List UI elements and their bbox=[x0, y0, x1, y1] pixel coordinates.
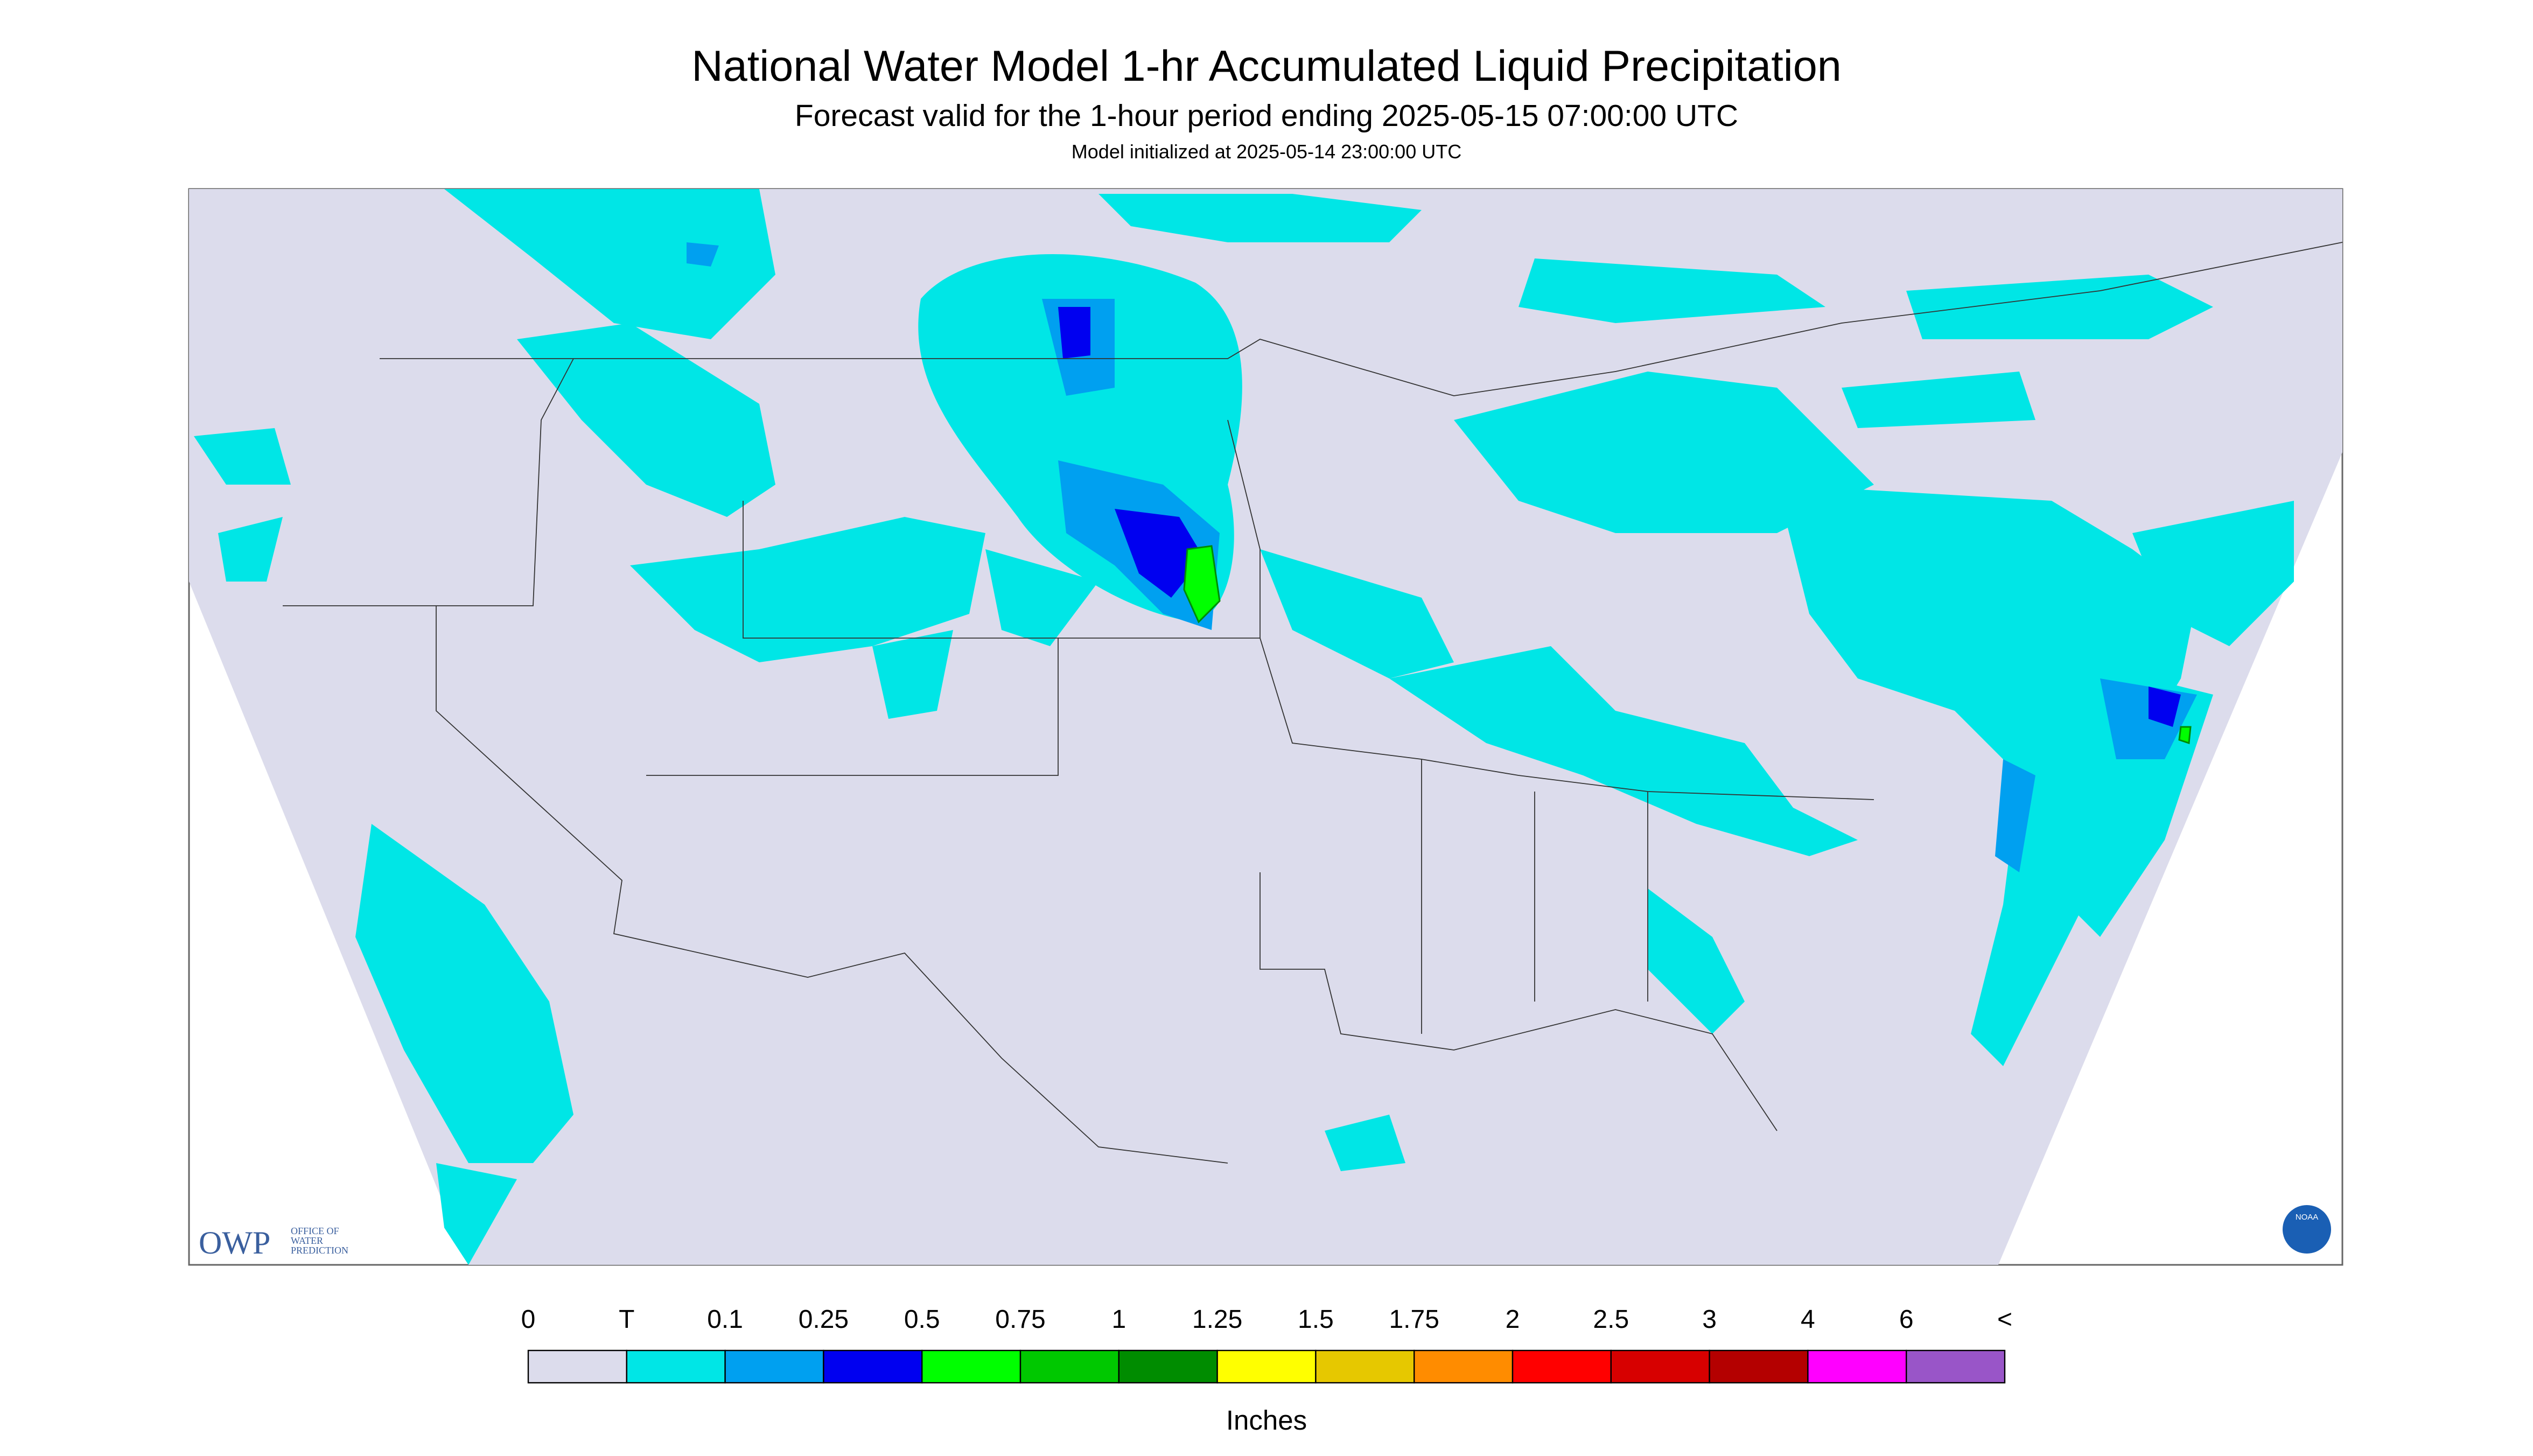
legend-swatch bbox=[1709, 1349, 1809, 1384]
title: National Water Model 1-hr Accumulated Li… bbox=[691, 42, 1842, 90]
legend-unit: Inches bbox=[1226, 1405, 1307, 1436]
boundaries bbox=[283, 242, 2343, 1164]
owp-logo-line: PREDICTION bbox=[291, 1245, 348, 1256]
legend-label: 2.5 bbox=[1593, 1305, 1629, 1334]
legend-swatch bbox=[527, 1349, 628, 1384]
owp-logo-line: OFFICE OF bbox=[291, 1226, 339, 1236]
legend-swatch bbox=[921, 1349, 1021, 1384]
init-note: Model initialized at 2025-05-14 23:00:00… bbox=[1072, 141, 1461, 163]
legend-swatch bbox=[1216, 1349, 1317, 1384]
owp-logo-text: OWP bbox=[199, 1225, 270, 1261]
legend-label: 0.5 bbox=[904, 1305, 940, 1334]
legend-swatch bbox=[1315, 1349, 1415, 1384]
legend-label: 0.75 bbox=[995, 1305, 1045, 1334]
legend-swatch bbox=[823, 1349, 923, 1384]
legend-label: 0.1 bbox=[707, 1305, 743, 1334]
legend-label: 1.25 bbox=[1192, 1305, 1242, 1334]
legend-label: 3 bbox=[1702, 1305, 1717, 1334]
owp-logo-line: WATER bbox=[291, 1235, 323, 1246]
legend-label: 1 bbox=[1111, 1305, 1126, 1334]
noaa-logo-circle bbox=[2283, 1205, 2331, 1254]
legend-swatch bbox=[1019, 1349, 1120, 1384]
legend-label: 2 bbox=[1506, 1305, 1520, 1334]
legend-swatch bbox=[1807, 1349, 1907, 1384]
legend-swatch bbox=[626, 1349, 726, 1384]
color-legend: 0 T 0.1 0.25 0.5 0.75 1 1.25 1.5 1.75 2 2.5 3 4 6 < bbox=[521, 1305, 2012, 1384]
owp-logo: OWP OFFICE OF WATER PREDICTION bbox=[199, 1225, 348, 1261]
noaa-logo: NOAA bbox=[2283, 1205, 2331, 1254]
legend-label: T bbox=[619, 1305, 634, 1334]
legend-swatch bbox=[1610, 1349, 1710, 1384]
legend-label: 1.75 bbox=[1389, 1305, 1439, 1334]
legend-label: 0 bbox=[521, 1305, 536, 1334]
map-area: OWP OFFICE OF WATER PREDICTION NOAA bbox=[188, 188, 2343, 1266]
legend-swatch bbox=[724, 1349, 824, 1384]
subtitle: Forecast valid for the 1-hour period end… bbox=[795, 99, 1738, 133]
precip-very-heavy bbox=[1183, 545, 2192, 745]
legend-label: 0.25 bbox=[799, 1305, 849, 1334]
legend-swatch bbox=[1414, 1349, 1514, 1384]
legend-swatch bbox=[1118, 1349, 1218, 1384]
legend-swatch bbox=[1905, 1349, 2006, 1384]
legend-swatch bbox=[1512, 1349, 1612, 1384]
precip-heavy bbox=[1058, 307, 2181, 727]
precip-light bbox=[194, 189, 2294, 1265]
legend-label: 4 bbox=[1801, 1305, 1815, 1334]
legend-label: 1.5 bbox=[1298, 1305, 1334, 1334]
legend-label: < bbox=[1997, 1305, 2012, 1334]
noaa-logo-text: NOAA bbox=[2296, 1213, 2319, 1222]
legend-label: 6 bbox=[1899, 1305, 1914, 1334]
